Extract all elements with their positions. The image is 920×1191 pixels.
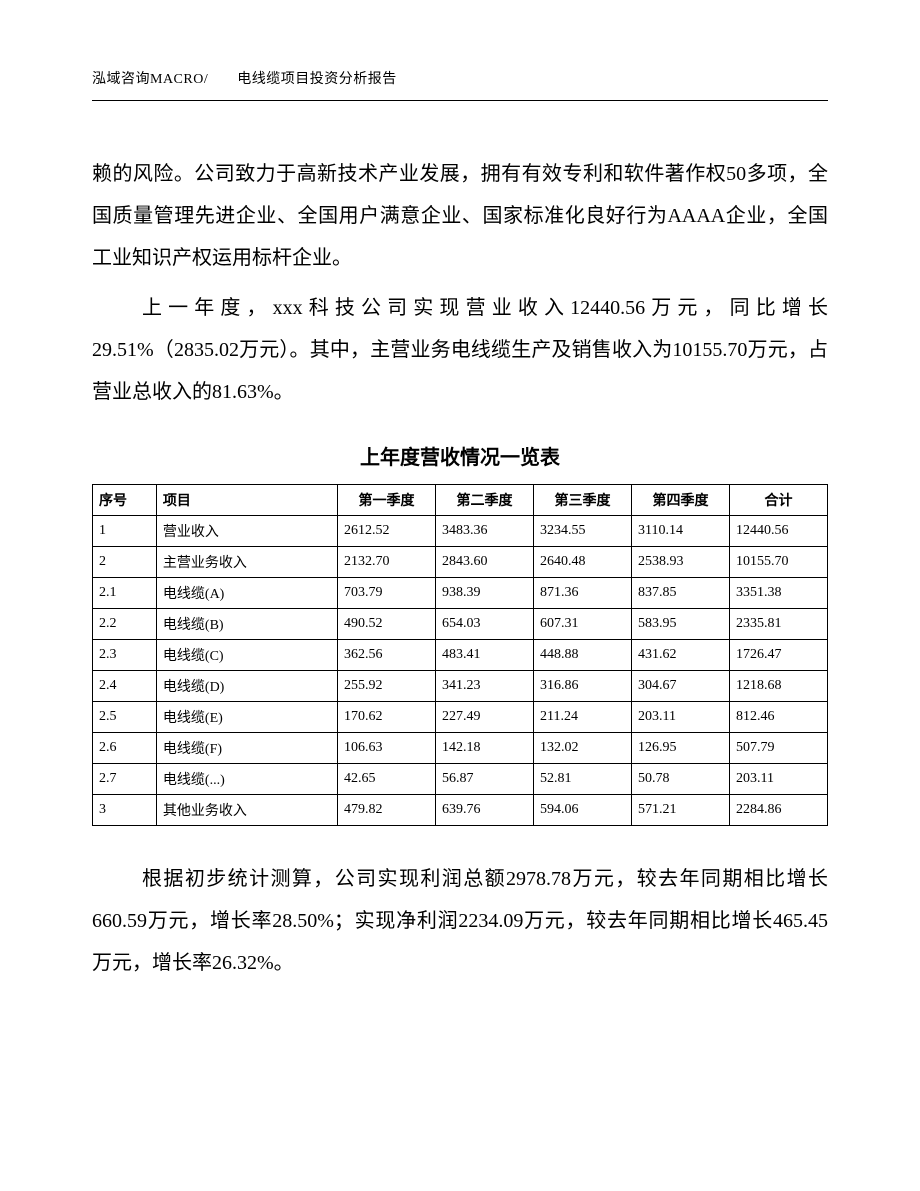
table-cell: 2.7	[93, 764, 157, 795]
table-cell: 10155.70	[729, 547, 827, 578]
table-cell: 170.62	[337, 702, 435, 733]
table-header-cell: 序号	[93, 485, 157, 516]
table-cell: 490.52	[337, 609, 435, 640]
table-cell: 203.11	[729, 764, 827, 795]
table-cell: 电线缆(E)	[156, 702, 337, 733]
table-cell: 607.31	[533, 609, 631, 640]
table-cell: 255.92	[337, 671, 435, 702]
table-cell: 362.56	[337, 640, 435, 671]
table-cell: 2612.52	[337, 516, 435, 547]
table-cell: 594.06	[533, 795, 631, 826]
table-cell: 431.62	[631, 640, 729, 671]
table-cell: 其他业务收入	[156, 795, 337, 826]
table-cell: 电线缆(...)	[156, 764, 337, 795]
table-cell: 42.65	[337, 764, 435, 795]
table-cell: 2.3	[93, 640, 157, 671]
table-cell: 812.46	[729, 702, 827, 733]
table-cell: 3234.55	[533, 516, 631, 547]
table-cell: 654.03	[435, 609, 533, 640]
table-cell: 211.24	[533, 702, 631, 733]
table-cell: 316.86	[533, 671, 631, 702]
table-cell: 1218.68	[729, 671, 827, 702]
table-cell: 50.78	[631, 764, 729, 795]
table-row: 3其他业务收入479.82639.76594.06571.212284.86	[93, 795, 828, 826]
table-cell: 2.1	[93, 578, 157, 609]
paragraph-3: 根据初步统计测算，公司实现利润总额2978.78万元，较去年同期相比增长660.…	[92, 858, 828, 984]
table-cell: 479.82	[337, 795, 435, 826]
table-cell: 1	[93, 516, 157, 547]
table-cell: 703.79	[337, 578, 435, 609]
table-cell: 3	[93, 795, 157, 826]
table-cell: 主营业务收入	[156, 547, 337, 578]
table-cell: 106.63	[337, 733, 435, 764]
table-cell: 304.67	[631, 671, 729, 702]
table-title: 上年度营收情况一览表	[92, 441, 828, 470]
table-row: 2.1电线缆(A)703.79938.39871.36837.853351.38	[93, 578, 828, 609]
paragraph-1: 赖的风险。公司致力于高新技术产业发展，拥有有效专利和软件著作权50多项，全国质量…	[92, 153, 828, 279]
table-cell: 3351.38	[729, 578, 827, 609]
table-cell: 448.88	[533, 640, 631, 671]
table-row: 2.3电线缆(C)362.56483.41448.88431.621726.47	[93, 640, 828, 671]
table-cell: 203.11	[631, 702, 729, 733]
table-cell: 227.49	[435, 702, 533, 733]
table-cell: 142.18	[435, 733, 533, 764]
table-cell: 483.41	[435, 640, 533, 671]
table-cell: 2.5	[93, 702, 157, 733]
table-cell: 2284.86	[729, 795, 827, 826]
table-cell: 132.02	[533, 733, 631, 764]
table-cell: 639.76	[435, 795, 533, 826]
table-cell: 电线缆(F)	[156, 733, 337, 764]
table-cell: 电线缆(C)	[156, 640, 337, 671]
table-cell: 3483.36	[435, 516, 533, 547]
table-cell: 营业收入	[156, 516, 337, 547]
table-cell: 2640.48	[533, 547, 631, 578]
table-cell: 871.36	[533, 578, 631, 609]
table-cell: 2.2	[93, 609, 157, 640]
table-cell: 电线缆(A)	[156, 578, 337, 609]
table-row: 2主营业务收入2132.702843.602640.482538.9310155…	[93, 547, 828, 578]
table-row: 2.5电线缆(E)170.62227.49211.24203.11812.46	[93, 702, 828, 733]
table-header-cell: 第二季度	[435, 485, 533, 516]
table-row: 2.7电线缆(...)42.6556.8752.8150.78203.11	[93, 764, 828, 795]
table-cell: 2335.81	[729, 609, 827, 640]
table-header-cell: 合计	[729, 485, 827, 516]
table-cell: 2538.93	[631, 547, 729, 578]
table-header-cell: 项目	[156, 485, 337, 516]
table-cell: 507.79	[729, 733, 827, 764]
table-header-row: 序号 项目 第一季度 第二季度 第三季度 第四季度 合计	[93, 485, 828, 516]
table-row: 1营业收入2612.523483.363234.553110.1412440.5…	[93, 516, 828, 547]
table-cell: 电线缆(D)	[156, 671, 337, 702]
table-cell: 1726.47	[729, 640, 827, 671]
table-cell: 2132.70	[337, 547, 435, 578]
table-cell: 3110.14	[631, 516, 729, 547]
table-cell: 52.81	[533, 764, 631, 795]
table-cell: 电线缆(B)	[156, 609, 337, 640]
table-header-cell: 第三季度	[533, 485, 631, 516]
table-cell: 56.87	[435, 764, 533, 795]
table-cell: 2843.60	[435, 547, 533, 578]
table-cell: 583.95	[631, 609, 729, 640]
table-cell: 2.4	[93, 671, 157, 702]
table-row: 2.4电线缆(D)255.92341.23316.86304.671218.68	[93, 671, 828, 702]
table-cell: 126.95	[631, 733, 729, 764]
table-row: 2.2电线缆(B)490.52654.03607.31583.952335.81	[93, 609, 828, 640]
table-body: 1营业收入2612.523483.363234.553110.1412440.5…	[93, 516, 828, 826]
table-cell: 2.6	[93, 733, 157, 764]
table-row: 2.6电线缆(F)106.63142.18132.02126.95507.79	[93, 733, 828, 764]
page-header: 泓域咨询MACRO/ 电线缆项目投资分析报告	[92, 68, 828, 88]
table-header-cell: 第一季度	[337, 485, 435, 516]
table-header-cell: 第四季度	[631, 485, 729, 516]
table-cell: 571.21	[631, 795, 729, 826]
table-cell: 12440.56	[729, 516, 827, 547]
table-cell: 837.85	[631, 578, 729, 609]
table-cell: 2	[93, 547, 157, 578]
header-divider	[92, 100, 828, 101]
paragraph-2: 上一年度，xxx科技公司实现营业收入12440.56万元，同比增长29.51%（…	[92, 287, 828, 413]
page-container: 泓域咨询MACRO/ 电线缆项目投资分析报告 赖的风险。公司致力于高新技术产业发…	[0, 0, 920, 984]
table-cell: 341.23	[435, 671, 533, 702]
revenue-table: 序号 项目 第一季度 第二季度 第三季度 第四季度 合计 1营业收入2612.5…	[92, 484, 828, 826]
table-cell: 938.39	[435, 578, 533, 609]
